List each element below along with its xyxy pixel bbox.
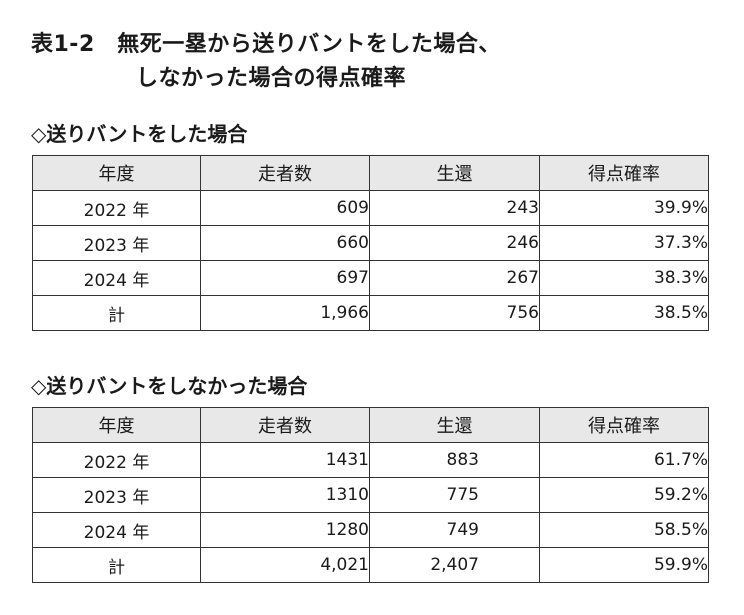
header-home: 生還 xyxy=(369,407,540,443)
cell-runners: 1,966 xyxy=(200,295,370,331)
section-heading-no-bunt: ◇送りバントをしなかった場合 xyxy=(31,374,308,398)
cell-rate: 59.9% xyxy=(539,547,709,583)
table-row: 2023 年 1310 775 59.2% xyxy=(32,477,709,513)
cell-home: 775 xyxy=(369,477,540,513)
cell-year: 2022 年 xyxy=(32,190,201,226)
cell-runners: 660 xyxy=(200,225,370,261)
table-row: 2022 年 1431 883 61.7% xyxy=(32,442,709,478)
cell-year: 計 xyxy=(32,295,201,331)
header-rate: 得点確率 xyxy=(539,155,709,191)
cell-runners: 1280 xyxy=(200,512,370,548)
header-runners: 走者数 xyxy=(200,155,370,191)
cell-home: 246 xyxy=(369,225,540,261)
cell-rate: 58.5% xyxy=(539,512,709,548)
header-home: 生還 xyxy=(369,155,540,191)
cell-runners: 4,021 xyxy=(200,547,370,583)
section-heading-bunt: ◇送りバントをした場合 xyxy=(31,122,248,146)
cell-home: 243 xyxy=(369,190,540,226)
cell-rate: 38.3% xyxy=(539,260,709,296)
table-row: 2024 年 697 267 38.3% xyxy=(32,260,709,296)
table-row: 2023 年 660 246 37.3% xyxy=(32,225,709,261)
table-row-total: 計 4,021 2,407 59.9% xyxy=(32,547,709,583)
table-row: 2022 年 609 243 39.9% xyxy=(32,190,709,226)
table-header-row: 年度 走者数 生還 得点確率 xyxy=(32,407,709,443)
bunt-table: 年度 走者数 生還 得点確率 2022 年 609 243 39.9% 2023… xyxy=(32,155,709,331)
table-row-total: 計 1,966 756 38.5% xyxy=(32,295,709,331)
table-title-line-1: 表1‐2 無死一塁から送りバントをした場合、 xyxy=(31,32,501,57)
cell-rate: 39.9% xyxy=(539,190,709,226)
header-year: 年度 xyxy=(32,155,201,191)
table-title-line-2: しなかった場合の得点確率 xyxy=(136,66,407,91)
cell-home: 883 xyxy=(369,442,540,478)
no-bunt-table: 年度 走者数 生還 得点確率 2022 年 1431 883 61.7% 202… xyxy=(32,407,709,583)
cell-rate: 38.5% xyxy=(539,295,709,331)
cell-runners: 1431 xyxy=(200,442,370,478)
cell-home: 749 xyxy=(369,512,540,548)
cell-runners: 697 xyxy=(200,260,370,296)
cell-home: 2,407 xyxy=(369,547,540,583)
cell-year: 2024 年 xyxy=(32,512,201,548)
header-rate: 得点確率 xyxy=(539,407,709,443)
header-year: 年度 xyxy=(32,407,201,443)
cell-rate: 61.7% xyxy=(539,442,709,478)
cell-home: 756 xyxy=(369,295,540,331)
cell-year: 2024 年 xyxy=(32,260,201,296)
cell-year: 2022 年 xyxy=(32,442,201,478)
header-runners: 走者数 xyxy=(200,407,370,443)
cell-year: 2023 年 xyxy=(32,477,201,513)
cell-runners: 609 xyxy=(200,190,370,226)
table-row: 2024 年 1280 749 58.5% xyxy=(32,512,709,548)
table-header-row: 年度 走者数 生還 得点確率 xyxy=(32,155,709,191)
cell-year: 2023 年 xyxy=(32,225,201,261)
cell-rate: 37.3% xyxy=(539,225,709,261)
cell-home: 267 xyxy=(369,260,540,296)
cell-rate: 59.2% xyxy=(539,477,709,513)
cell-year: 計 xyxy=(32,547,201,583)
cell-runners: 1310 xyxy=(200,477,370,513)
